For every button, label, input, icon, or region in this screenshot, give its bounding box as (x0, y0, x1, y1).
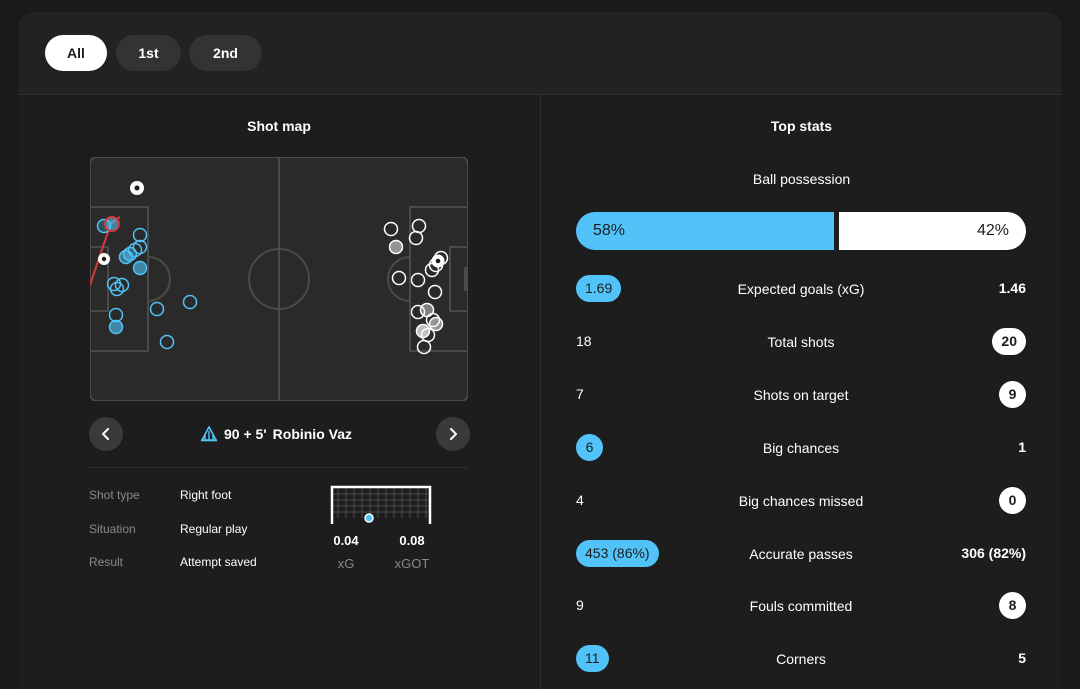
top-stats-title: Top stats (770, 118, 833, 134)
shot-placement-marker (364, 513, 374, 523)
next-shot-button[interactable] (436, 417, 470, 451)
stat-label: Total shots (767, 334, 835, 350)
shot-minute: 90 + 5' (224, 426, 267, 442)
goal-frame-diagram (330, 485, 432, 524)
shot-marker (391, 270, 407, 286)
stat-row-big-chances-missed: 4 Big chances missed 0 (558, 487, 1044, 515)
away-shots (383, 218, 449, 355)
shot-marker (419, 302, 435, 318)
stat-home-value: 9 (576, 597, 584, 613)
stat-away-value: 20 (992, 328, 1026, 355)
home-shots (96, 216, 198, 350)
stat-row-accurate-passes: 453 (86%) Accurate passes 306 (82%) (558, 540, 1044, 568)
shot-marker (132, 260, 148, 276)
tab-1st[interactable]: 1st (116, 35, 181, 71)
stat-label: Big chances missed (738, 493, 864, 509)
shot-marker-selected (104, 216, 120, 232)
shot-marker (118, 249, 134, 265)
selected-shot-trajectory (90, 222, 112, 286)
shot-marker (182, 294, 198, 310)
stat-home-value: 1.69 (576, 275, 622, 302)
marseille-crest-icon (200, 426, 218, 442)
stat-away-value: 9 (999, 381, 1026, 408)
shot-map-title: Shot map (247, 118, 311, 134)
away-goal-markers (431, 254, 445, 268)
shot-marker (388, 239, 404, 255)
stat-away-value: 0 (999, 487, 1026, 514)
stat-label: Accurate passes (749, 546, 853, 562)
home-goal-markers (98, 181, 144, 265)
stat-row-corners: 11 Corners 5 (558, 645, 1044, 673)
stat-label: Corners (776, 651, 826, 667)
possession-label: Ball possession (752, 171, 851, 187)
possession-away-bar: 42% (839, 212, 1026, 250)
stat-label: Big chances (762, 440, 840, 456)
previous-shot-button[interactable] (89, 417, 123, 451)
shot-type-value: Right foot (180, 488, 232, 502)
shot-marker (408, 230, 424, 246)
stat-away-value: 1.46 (998, 280, 1026, 296)
shot-marker (383, 221, 399, 237)
shot-player-name: Robinio Vaz (272, 426, 352, 442)
result-value: Attempt saved (180, 555, 257, 569)
shot-marker (428, 316, 444, 332)
shot-marker (410, 304, 426, 320)
result-label: Result (89, 555, 124, 569)
shot-marker (159, 334, 175, 350)
tab-all[interactable]: All (45, 35, 107, 71)
shot-marker (149, 301, 165, 317)
period-filter-bar: All 1st 2nd (18, 12, 1062, 95)
shot-marker (416, 339, 432, 355)
match-stats-card: All 1st 2nd Shot map (18, 12, 1062, 689)
shot-marker (127, 242, 143, 258)
stat-home-value: 18 (576, 333, 592, 349)
stat-label: Fouls committed (749, 598, 853, 614)
xg-value: 0.04 (333, 533, 359, 548)
shot-marker (410, 272, 426, 288)
shot-type-label: Shot type (89, 488, 140, 502)
situation-value: Regular play (180, 522, 248, 536)
shot-marker (108, 319, 124, 335)
situation-label: Situation (89, 522, 136, 536)
column-divider (540, 95, 541, 689)
stat-row-total-shots: 18 Total shots 20 (558, 328, 1044, 356)
stat-row-xg: 1.69 Expected goals (xG) 1.46 (558, 275, 1044, 303)
stat-label: Shots on target (753, 387, 849, 403)
stat-away-value: 8 (999, 592, 1026, 619)
shot-marker (109, 281, 125, 297)
stat-home-value: 453 (86%) (576, 540, 659, 567)
xg-label: xG (337, 556, 355, 571)
chevron-left-icon (102, 428, 109, 440)
stat-home-value: 4 (576, 492, 584, 508)
shot-details-divider (90, 467, 468, 468)
stat-home-value: 7 (576, 386, 584, 402)
stat-away-value: 306 (82%) (961, 545, 1026, 561)
tab-2nd[interactable]: 2nd (189, 35, 262, 71)
stat-home-value: 11 (576, 645, 609, 672)
stat-row-shots-on-target: 7 Shots on target 9 (558, 381, 1044, 409)
selected-shot-player: 90 + 5' Robinio Vaz (200, 424, 352, 444)
stat-away-value: 1 (1018, 439, 1026, 455)
stat-row-big-chances: 6 Big chances 1 (558, 434, 1044, 462)
stat-home-value: 6 (576, 434, 603, 461)
shot-map-pitch (90, 157, 468, 401)
stat-row-fouls: 9 Fouls committed 8 (558, 592, 1044, 620)
shot-marker (132, 227, 148, 243)
shot-marker (427, 284, 443, 300)
chevron-right-icon (450, 428, 457, 440)
stat-away-value: 5 (1018, 650, 1026, 666)
shot-marker (114, 277, 130, 293)
xgot-label: xGOT (394, 556, 430, 571)
possession-home-bar: 58% (576, 212, 834, 250)
xgot-value: 0.08 (399, 533, 425, 548)
stat-label: Expected goals (xG) (737, 281, 865, 297)
